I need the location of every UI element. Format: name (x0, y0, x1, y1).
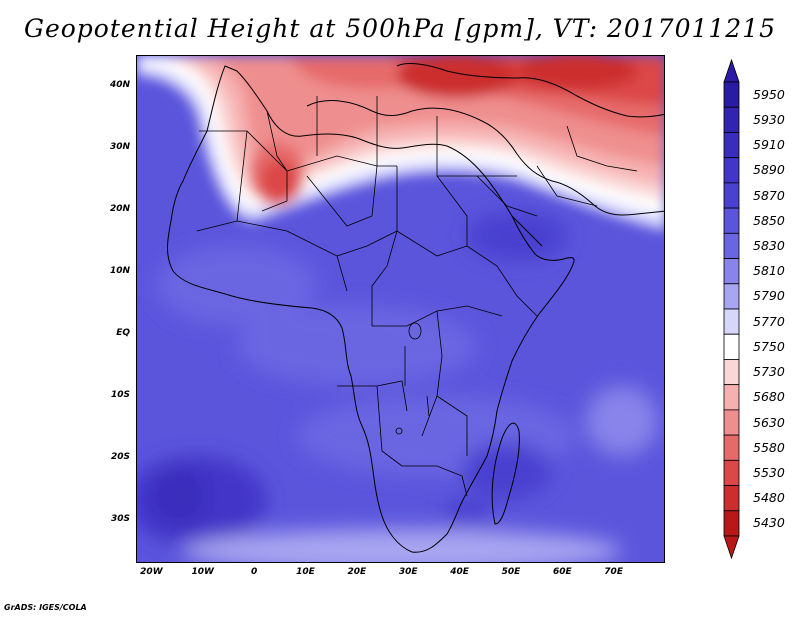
colorbar-swatch (723, 308, 740, 335)
colorbar-swatch (723, 232, 740, 259)
colorbar-label: 5810 (753, 263, 785, 279)
colorbar-top-arrow (723, 58, 740, 83)
lon-tick-label: 60E (552, 567, 572, 577)
field-shading-south (137, 211, 658, 562)
lon-tick-label: 50E (501, 567, 521, 577)
colorbar-label: 5770 (753, 313, 785, 329)
lakes (395, 322, 430, 435)
map-panel (136, 55, 665, 563)
madagascar-coast (491, 422, 520, 525)
colorbar-label: 5750 (753, 338, 785, 354)
colorbar-swatch (723, 459, 740, 486)
colorbar-label: 5930 (753, 111, 785, 127)
lat-tick-label: 20S (110, 451, 130, 462)
colorbar-label: 5630 (753, 414, 785, 430)
colorbar-label: 5950 (753, 86, 785, 102)
colorbar-swatch (723, 106, 740, 133)
country-borders (196, 96, 638, 497)
map-title: Geopotential Height at 500hPa [gpm], VT:… (23, 14, 777, 43)
grads-credit: GrADS: IGES/COLA (4, 603, 87, 612)
colorbar-label: 5530 (753, 464, 785, 480)
colorbar-label: 5910 (753, 137, 785, 153)
colorbar-swatch (723, 81, 740, 108)
colorbar-label: 5680 (753, 389, 785, 405)
colorbar-swatch (723, 333, 740, 360)
colorbar-swatch (723, 384, 740, 411)
colorbar-swatch (723, 207, 740, 234)
colorbar-swatch (723, 283, 740, 310)
lon-tick-label: 30E (398, 567, 418, 577)
lon-tick-label: 0 (250, 567, 258, 577)
lon-tick-label: 20W (140, 567, 163, 577)
colorbar-swatch (723, 434, 740, 461)
colorbar-bottom-arrow (723, 535, 740, 560)
field-shading-north (137, 56, 664, 231)
colorbar-swatch (723, 258, 740, 285)
lon-tick-label: 40E (450, 567, 469, 577)
lat-tick-label: 40N (109, 79, 130, 90)
colorbar-swatch (723, 157, 740, 184)
colorbar-label: 5830 (753, 237, 785, 253)
lon-tick-label: 70E (604, 567, 623, 577)
colorbar-swatch (723, 132, 740, 159)
geopotential-field (137, 56, 664, 562)
lat-tick-label: 10S (110, 389, 130, 400)
lon-tick-label: 20E (347, 567, 367, 577)
lat-tick-label: 30S (110, 513, 130, 524)
colorbar-label: 5870 (753, 187, 785, 203)
colorbar-swatch (723, 182, 740, 209)
colorbar-swatch (723, 485, 740, 512)
lat-tick-label: EQ (116, 327, 130, 338)
colorbar-swatch (723, 510, 740, 537)
lon-tick-label: 10E (296, 567, 315, 577)
colorbar-label: 5890 (753, 162, 785, 178)
colorbar-swatch (723, 409, 740, 436)
colorbar-swatch (723, 359, 740, 386)
colorbar-label: 5730 (753, 364, 785, 380)
lat-tick-label: 30N (109, 141, 130, 152)
lon-tick-label: 10W (191, 567, 214, 577)
lat-tick-label: 10N (109, 265, 130, 276)
colorbar-label: 5430 (753, 515, 785, 531)
lat-tick-label: 20N (109, 203, 130, 214)
colorbar-label: 5580 (753, 439, 785, 455)
colorbar-label: 5790 (753, 288, 785, 304)
colorbar-label: 5480 (753, 490, 785, 506)
colorbar-label: 5850 (753, 212, 785, 228)
